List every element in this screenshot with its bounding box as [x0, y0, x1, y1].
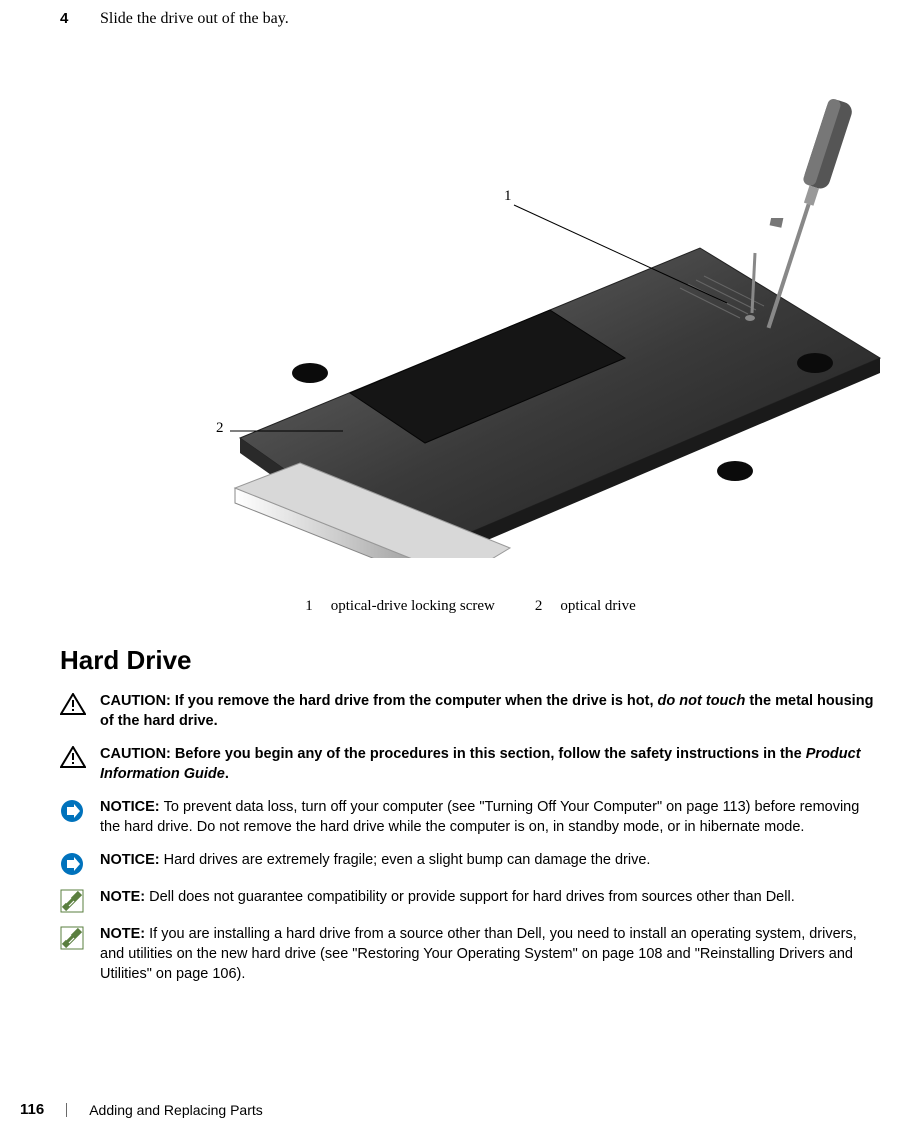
legend-num-1: 1: [305, 598, 313, 615]
legend-item-1: 1 optical-drive locking screw: [305, 598, 495, 615]
callout-segment: Before you begin any of the procedures i…: [175, 746, 806, 762]
figure-legend: 1 optical-drive locking screw 2 optical …: [60, 598, 881, 615]
callout-label: NOTE:: [100, 889, 149, 905]
callout-segment: If you remove the hard drive from the co…: [175, 693, 658, 709]
callout-segment: .: [225, 766, 229, 782]
callout-segment: do not touch: [658, 693, 746, 709]
legend-label-2: optical drive: [560, 598, 635, 615]
step-line: 4 Slide the drive out of the bay.: [60, 10, 881, 28]
callout-text: NOTE: If you are installing a hard drive…: [100, 925, 881, 984]
callout-block: NOTICE: Hard drives are extremely fragil…: [60, 851, 881, 874]
callout-label: CAUTION:: [100, 746, 175, 762]
caution-icon: [60, 746, 86, 768]
page-footer: 116 Adding and Replacing Parts: [20, 1101, 263, 1118]
callout-segment: Dell does not guarantee compatibility or…: [149, 889, 795, 905]
callout-block: CAUTION: If you remove the hard drive fr…: [60, 692, 881, 731]
callout-text: CAUTION: If you remove the hard drive fr…: [100, 692, 881, 731]
callout-text: CAUTION: Before you begin any of the pro…: [100, 745, 881, 784]
callout-segment: If you are installing a hard drive from …: [100, 926, 857, 981]
callout-number-2: 2: [216, 420, 224, 437]
notice-icon: [60, 799, 86, 821]
callout-label: NOTE:: [100, 926, 149, 942]
callout-label: NOTICE:: [100, 799, 164, 815]
callout-line-1: [512, 203, 732, 313]
callout-text: NOTE: Dell does not guarantee compatibil…: [100, 888, 881, 908]
callout-text: NOTICE: Hard drives are extremely fragil…: [100, 851, 881, 871]
callout-segment: To prevent data loss, turn off your comp…: [100, 799, 859, 835]
notice-icon: [60, 852, 86, 874]
legend-num-2: 2: [535, 598, 543, 615]
callout-block: NOTICE: To prevent data loss, turn off y…: [60, 798, 881, 837]
callout-label: CAUTION:: [100, 693, 175, 709]
figure-area: 1 2: [60, 58, 881, 588]
note-icon: [60, 889, 86, 911]
callout-line-2: [228, 426, 348, 436]
step-text: Slide the drive out of the bay.: [100, 10, 289, 28]
note-icon: [60, 926, 86, 948]
section-heading: Hard Drive: [60, 645, 881, 676]
callout-block: NOTE: If you are installing a hard drive…: [60, 925, 881, 984]
callout-text: NOTICE: To prevent data loss, turn off y…: [100, 798, 881, 837]
callout-segment: Hard drives are extremely fragile; even …: [164, 852, 651, 868]
callout-number-1: 1: [504, 188, 512, 205]
legend-label-1: optical-drive locking screw: [331, 598, 495, 615]
footer-page-number: 116: [20, 1101, 44, 1118]
footer-divider: [66, 1103, 67, 1117]
legend-item-2: 2 optical drive: [535, 598, 636, 615]
caution-icon: [60, 693, 86, 715]
callout-block: CAUTION: Before you begin any of the pro…: [60, 745, 881, 784]
step-number: 4: [60, 10, 80, 27]
callout-label: NOTICE:: [100, 852, 164, 868]
footer-section-title: Adding and Replacing Parts: [89, 1102, 263, 1118]
callout-block: NOTE: Dell does not guarantee compatibil…: [60, 888, 881, 911]
